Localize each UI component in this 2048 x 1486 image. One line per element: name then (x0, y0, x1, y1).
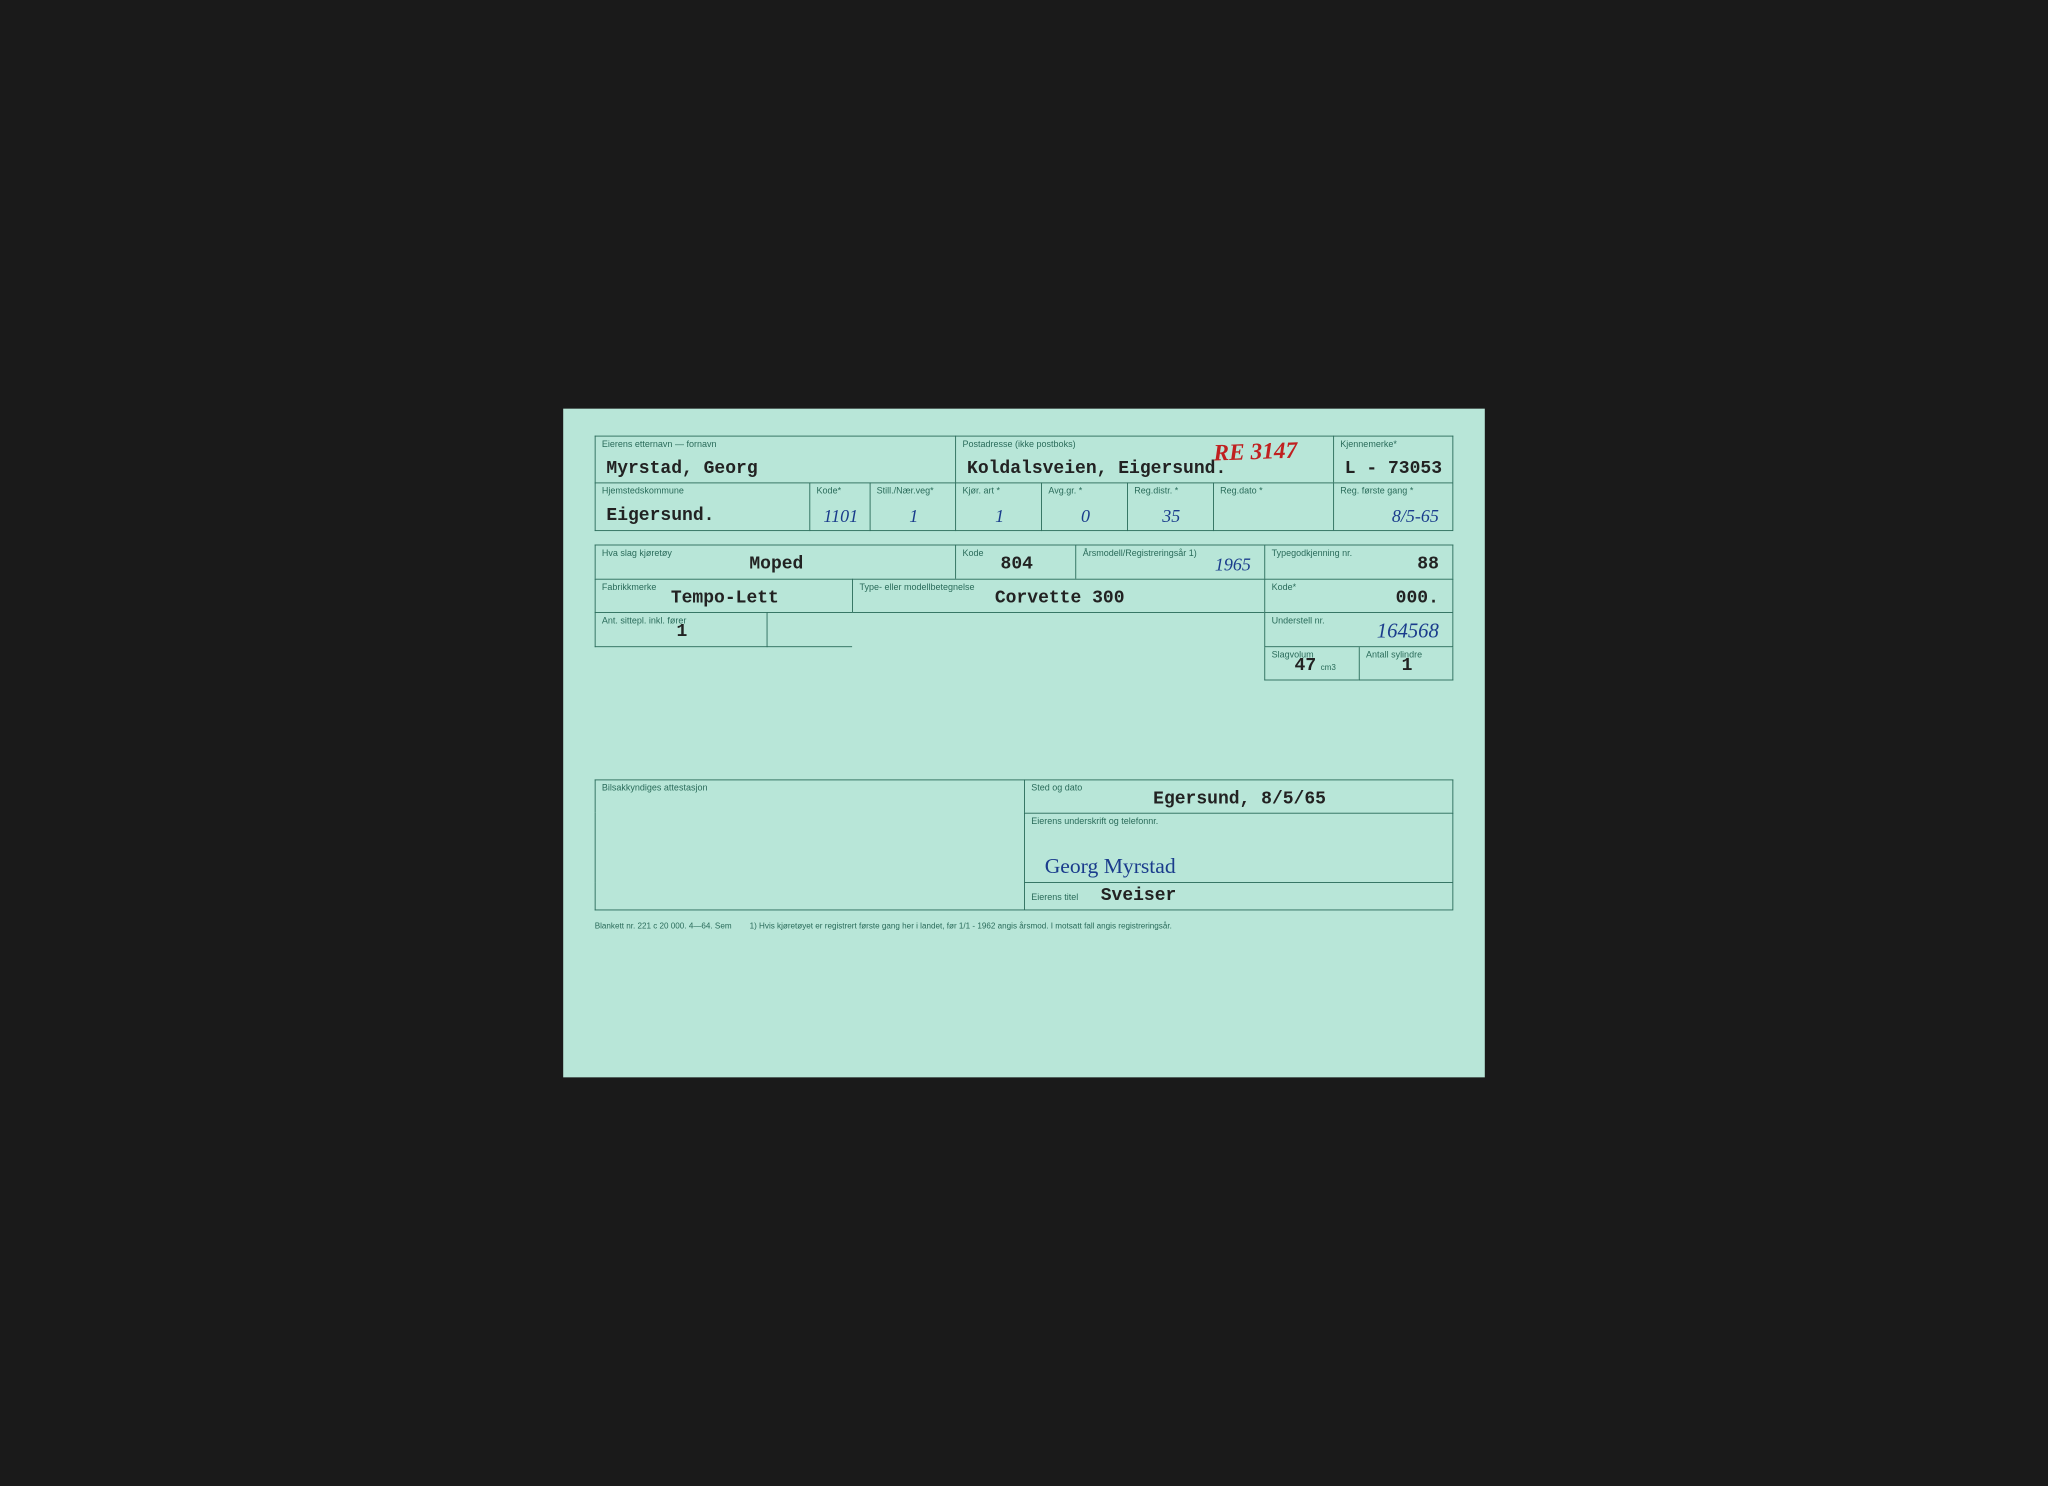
seats-value: 1 (602, 622, 762, 642)
displacement-unit: cm3 (1321, 663, 1336, 672)
attest-body-2 (595, 882, 1024, 910)
kjor-cell: Kjør. art * 1 (955, 482, 1041, 531)
footnote-text: 1) Hvis kjøretøyet er registrert første … (750, 921, 1172, 930)
year-cell: Årsmodell/Registreringsår 1) 1965 (1076, 545, 1265, 579)
avg-cell: Avg.gr. * 0 (1041, 482, 1127, 531)
address-cell: Postadresse (ikke postboks) RE 3147 Kold… (955, 436, 1333, 483)
owner-name-cell: Eierens etternavn — fornavn Myrstad, Geo… (595, 436, 956, 483)
owner-name-label: Eierens etternavn — fornavn (602, 439, 951, 449)
municipality-label: Hjemstedskommune (602, 486, 805, 496)
regdato-cell: Reg.dato * (1213, 482, 1333, 531)
regdistr-value: 35 (1134, 505, 1208, 526)
seats-cell: Ant. sittepl. inkl. fører 1 (595, 612, 767, 647)
cylinders-value: 1 (1366, 656, 1448, 676)
kode-value: 1101 (817, 505, 865, 526)
chassis-cell: Understell nr. 164568 (1264, 612, 1453, 647)
attest-label: Bilsakkyndiges attestasjon (602, 783, 1020, 793)
model-kode-value: 000. (1272, 588, 1448, 608)
model-kode-cell: Kode* 000. (1264, 579, 1453, 612)
regforste-label: Reg. første gang * (1340, 486, 1448, 496)
approval-value: 88 (1272, 554, 1448, 574)
make-cell: Fabrikkmerke Tempo-Lett (595, 579, 853, 612)
place-date-value: Egersund, 8/5/65 (1031, 789, 1448, 809)
displacement-cell: Slagvolum 47 cm3 (1264, 647, 1358, 680)
cylinders-cell: Antall sylindre 1 (1359, 647, 1453, 680)
chassis-value: 164568 (1272, 619, 1448, 643)
kode-cell: Kode* 1101 (809, 482, 869, 531)
vehicle-type-value: Moped (602, 554, 951, 574)
approval-cell: Typegodkjenning nr. 88 (1264, 545, 1453, 579)
still-cell: Still./Nær.veg* 1 (869, 482, 955, 531)
displacement-value: 47 (1290, 656, 1316, 676)
attest-body (595, 813, 1024, 882)
plate-label: Kjennemerke* (1340, 439, 1448, 449)
plate-value: L - 73053 (1340, 459, 1448, 479)
owner-name-value: Myrstad, Georg (602, 459, 951, 479)
municipality-cell: Hjemstedskommune Eigersund. (595, 482, 810, 531)
owner-title-value: Sveiser (1096, 886, 1176, 906)
kjor-value: 1 (963, 505, 1037, 526)
footer: Blankett nr. 221 c 20 000. 4—64. Sem 1) … (595, 921, 1454, 930)
make-value: Tempo-Lett (602, 588, 848, 608)
year-value: 1965 (1083, 554, 1260, 575)
owner-title-cell: Eierens titel Sveiser (1024, 882, 1453, 910)
regforste-value: 8/5-65 (1340, 505, 1448, 526)
still-label: Still./Nær.veg* (877, 486, 951, 496)
empty-cell-1 (766, 612, 852, 647)
form-number: Blankett nr. 221 c 20 000. 4—64. Sem (595, 921, 732, 930)
model-cell: Type- eller modellbetegnelse Corvette 30… (852, 579, 1264, 612)
owner-title-label: Eierens titel (1031, 892, 1078, 902)
still-value: 1 (877, 505, 951, 526)
kjor-label: Kjør. art * (963, 486, 1037, 496)
empty-spacer (852, 612, 1264, 647)
avg-label: Avg.gr. * (1048, 486, 1122, 496)
vehicle-kode-value: 804 (963, 554, 1071, 574)
regdistr-label: Reg.distr. * (1134, 486, 1208, 496)
plate-cell: Kjennemerke* L - 73053 (1333, 436, 1453, 483)
kode-label: Kode* (817, 486, 865, 496)
place-date-cell: Sted og dato Egersund, 8/5/65 (1024, 779, 1453, 812)
signature-value: Georg Myrstad (1031, 854, 1448, 879)
stamp-text: RE 3147 (1213, 437, 1298, 466)
empty-spacer-2 (595, 647, 1265, 680)
registration-card: Eierens etternavn — fornavn Myrstad, Geo… (563, 409, 1485, 1078)
signature-cell: Eierens underskrift og telefonnr. Georg … (1024, 813, 1453, 882)
regdistr-cell: Reg.distr. * 35 (1127, 482, 1213, 531)
model-value: Corvette 300 (859, 588, 1259, 608)
avg-value: 0 (1048, 505, 1122, 526)
regforste-cell: Reg. første gang * 8/5-65 (1333, 482, 1453, 531)
signature-label: Eierens underskrift og telefonnr. (1031, 816, 1448, 826)
regdato-label: Reg.dato * (1220, 486, 1328, 496)
municipality-value: Eigersund. (602, 505, 805, 525)
attest-cell: Bilsakkyndiges attestasjon (595, 779, 1024, 812)
vehicle-kode-cell: Kode 804 (955, 545, 1075, 579)
vehicle-type-cell: Hva slag kjøretøy Moped (595, 545, 956, 579)
